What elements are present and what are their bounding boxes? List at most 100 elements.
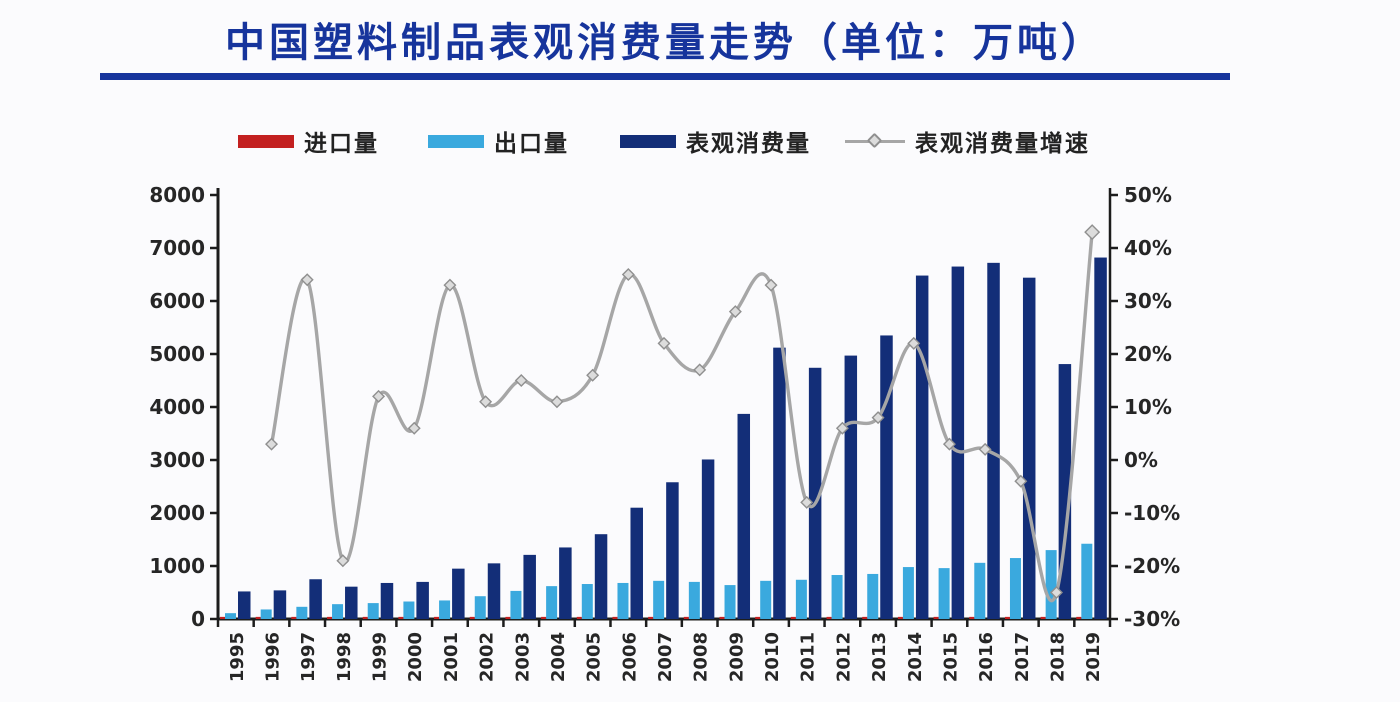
export-bar <box>474 596 486 619</box>
growth-marker <box>336 554 350 568</box>
consumption-bar <box>416 581 429 619</box>
export-bar <box>510 590 522 619</box>
growth-marker <box>550 395 564 409</box>
x-axis-year-label: 2017 <box>1012 632 1033 682</box>
import-bar <box>327 616 333 619</box>
legend: 进口量 出口量 表观消费量 表观消费量增速 <box>0 126 1400 162</box>
import-bar <box>790 616 796 619</box>
import-bar <box>255 616 261 619</box>
import-bar <box>612 616 618 619</box>
y-axis-left-label: 8000 <box>149 183 205 207</box>
consumption-bar <box>1094 257 1107 619</box>
import-bar <box>1004 616 1010 619</box>
exports-swatch <box>428 134 484 148</box>
growth-marker <box>1049 586 1063 599</box>
import-bar <box>648 616 654 619</box>
export-bar <box>760 580 772 619</box>
consumption-bar <box>238 591 251 619</box>
x-axis-year-label: 2015 <box>940 632 961 682</box>
consumption-bar <box>666 482 679 619</box>
growth-marker <box>800 495 814 509</box>
consumption-bar <box>1022 277 1036 619</box>
growth-line <box>269 230 1094 603</box>
import-bar <box>683 616 689 619</box>
title-underline <box>100 73 1230 80</box>
import-bar <box>541 616 547 619</box>
import-bar <box>719 616 725 619</box>
export-bar <box>581 584 593 619</box>
export-bar <box>225 613 236 619</box>
consumption-bar <box>987 262 1000 619</box>
y-axis-right-label: -10% <box>1124 501 1180 525</box>
export-bar <box>795 579 807 619</box>
growth-marker <box>586 368 600 382</box>
y-axis-left-label: 5000 <box>149 342 205 366</box>
consumption-bar <box>808 367 822 619</box>
export-bar <box>260 609 272 619</box>
growth-marker <box>942 437 956 451</box>
growth-marker <box>372 389 386 403</box>
import-bar <box>220 616 225 619</box>
export-bar <box>439 600 451 619</box>
y-axis-right-label: 50% <box>1124 183 1172 207</box>
import-bar <box>897 616 903 619</box>
import-bar <box>755 616 761 619</box>
legend-item-consumption: 表观消费量 <box>620 126 811 157</box>
x-axis-year-label: 2018 <box>1047 632 1068 682</box>
consumption-bar <box>844 355 858 619</box>
export-bar <box>688 581 700 619</box>
x-axis-year-label: 2016 <box>976 632 997 682</box>
x-axis-year-label: 1997 <box>298 632 319 682</box>
growth-marker <box>514 374 528 387</box>
import-bar <box>1076 616 1082 619</box>
import-bar <box>505 616 511 619</box>
consumption-bar <box>951 266 965 619</box>
growth-line-marker-icon <box>845 132 905 148</box>
x-axis-year-label: 2008 <box>691 632 712 682</box>
export-bar <box>546 586 558 619</box>
growth-marker <box>1014 474 1028 488</box>
x-axis-year-label: 2012 <box>833 632 854 682</box>
y-axis-left-label: 0 <box>191 607 205 631</box>
consumption-bar <box>701 459 715 619</box>
imports-swatch <box>238 134 294 148</box>
x-axis-year-label: 2003 <box>512 632 533 682</box>
consumption-bar <box>915 275 929 619</box>
consumption-bar <box>773 347 786 619</box>
growth-marker <box>265 437 279 451</box>
y-axis-right-label: 40% <box>1124 236 1172 260</box>
import-bar <box>969 616 975 619</box>
x-axis-year-label: 2004 <box>548 632 569 682</box>
export-bar <box>403 601 415 619</box>
x-axis-year-label: 2019 <box>1083 632 1104 682</box>
consumption-bar <box>880 335 893 619</box>
export-bar <box>332 604 344 619</box>
y-axis-left-label: 4000 <box>149 395 205 419</box>
export-bar <box>831 575 843 619</box>
growth-marker <box>693 363 707 377</box>
import-bar <box>826 616 832 619</box>
y-axis-right-label: 20% <box>1124 342 1172 366</box>
y-axis-left-label: 1000 <box>149 554 205 578</box>
growth-marker <box>657 336 671 350</box>
x-axis-year-label: 2000 <box>405 632 426 682</box>
export-bar <box>617 582 629 619</box>
growth-marker <box>978 442 992 456</box>
import-bar <box>362 616 368 619</box>
chart-title: 中国塑料制品表观消费量走势（单位：万吨） <box>225 20 1105 66</box>
y-axis-right-label: 0% <box>1124 448 1158 472</box>
export-bar <box>1081 543 1093 619</box>
import-bar <box>291 616 297 619</box>
import-bar <box>1040 616 1046 619</box>
y-axis-right-label: -20% <box>1124 554 1180 578</box>
legend-item-exports: 出口量 <box>428 126 569 157</box>
import-bar <box>469 616 475 619</box>
import-bar <box>862 616 868 619</box>
y-axis-right-label: -30% <box>1124 607 1180 631</box>
export-bar <box>974 562 986 619</box>
consumption-bar <box>523 554 536 619</box>
legend-label-exports: 出口量 <box>494 131 569 157</box>
legend-item-growth: 表观消费量增速 <box>845 126 1090 157</box>
y-axis-left-label: 3000 <box>149 448 205 472</box>
